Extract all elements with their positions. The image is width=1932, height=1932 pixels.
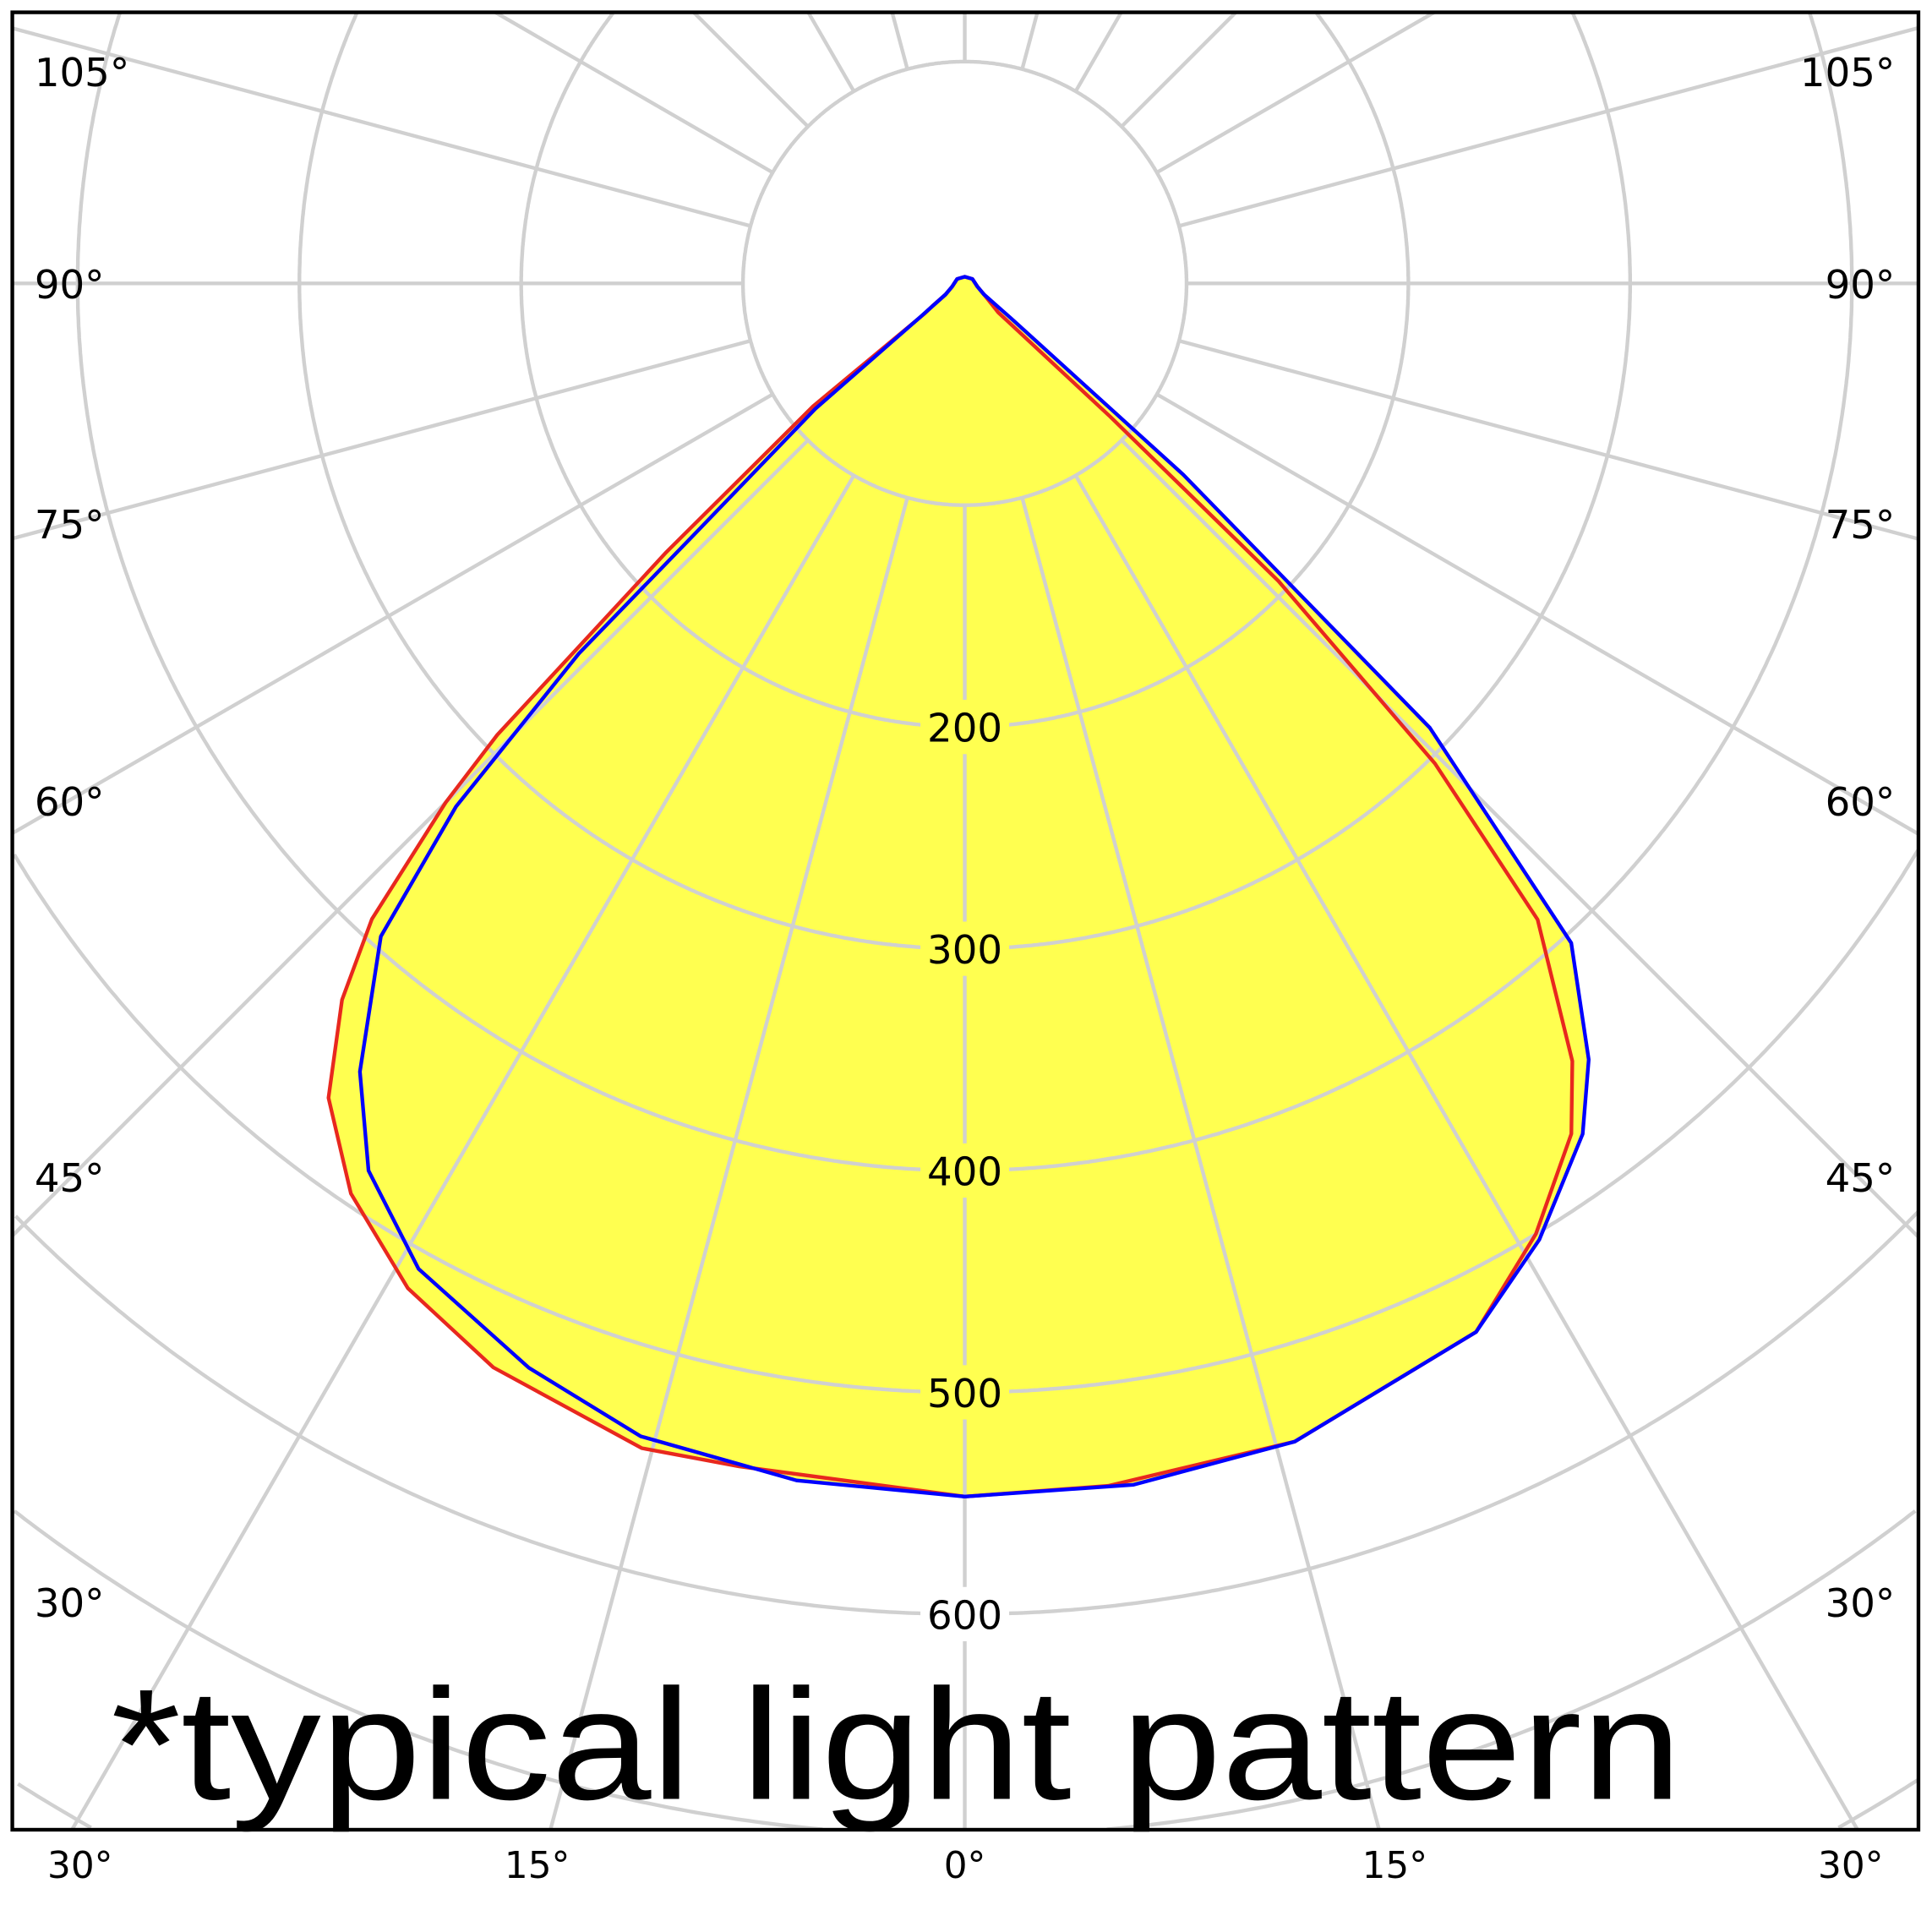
angle-label-left: 30° <box>35 1581 105 1627</box>
spoke-45 <box>1120 439 1920 1239</box>
angle-label-right: 60° <box>1826 780 1896 826</box>
ring-500 <box>12 849 1920 1394</box>
angle-label-right: 90° <box>1826 263 1896 308</box>
angle-label-left: 60° <box>35 780 105 826</box>
angle-label-bottom: 30° <box>1818 1844 1884 1887</box>
angle-label-right: 45° <box>1826 1156 1896 1202</box>
plot-frame <box>10 10 1921 1832</box>
spoke-150 <box>1073 11 1123 93</box>
chart-title: *typical light pattern <box>111 1656 1682 1833</box>
radial-tick-label: 300 <box>927 928 1002 974</box>
polar-grid <box>11 10 1920 1831</box>
spoke-75 <box>1178 339 1919 541</box>
angle-label-right: 75° <box>1826 503 1896 548</box>
angle-label-bottom: 0° <box>944 1844 986 1887</box>
angle-label-bottom: 30° <box>47 1844 113 1887</box>
spoke-330 <box>70 474 856 1831</box>
spoke-285 <box>12 339 751 541</box>
spoke-255 <box>12 26 751 228</box>
spoke-135 <box>1120 11 1237 128</box>
spoke-15 <box>1020 497 1381 1831</box>
ring-200 <box>519 12 1411 729</box>
spoke-345 <box>548 497 909 1831</box>
spoke-210 <box>806 11 856 93</box>
intensity-fill <box>328 276 1589 1497</box>
fill-series-2 <box>359 276 1589 1497</box>
spoke-105 <box>1178 25 1919 228</box>
ring-400 <box>75 12 1854 1173</box>
spoke-315 <box>11 439 810 1237</box>
angle-label-left: 90° <box>35 263 105 308</box>
intensity-curves <box>326 275 1591 1498</box>
radial-tick-label: 400 <box>927 1150 1002 1196</box>
angle-label-right: 105° <box>1800 51 1895 96</box>
radial-tick-label: 600 <box>927 1593 1002 1639</box>
angle-label-left: 45° <box>35 1156 105 1202</box>
spoke-240 <box>494 10 774 175</box>
ring-600 <box>14 1210 1919 1617</box>
spoke-300 <box>11 392 774 835</box>
angle-label-left: 105° <box>35 51 129 96</box>
ring-700 <box>13 1509 1917 1831</box>
spoke-165 <box>1020 12 1040 70</box>
axis-labels: 200 300 400 500 600 105° 90° 75° 60° 45° 30° 105° 90… <box>35 51 1895 1887</box>
angle-label-bottom: 15° <box>505 1844 570 1887</box>
spoke-120 <box>1155 10 1436 175</box>
angle-label-left: 75° <box>35 503 105 548</box>
angle-label-bottom: 15° <box>1362 1844 1427 1887</box>
spoke-60 <box>1155 392 1920 836</box>
curve-series-2 <box>357 275 1591 1498</box>
spoke-195 <box>890 12 909 70</box>
ring-300 <box>297 12 1632 951</box>
spoke-30 <box>1073 474 1859 1831</box>
angle-label-right: 30° <box>1826 1581 1896 1627</box>
radial-tick-label: 200 <box>927 707 1002 752</box>
spoke-225 <box>692 11 810 128</box>
radial-tick-label: 500 <box>927 1372 1002 1417</box>
